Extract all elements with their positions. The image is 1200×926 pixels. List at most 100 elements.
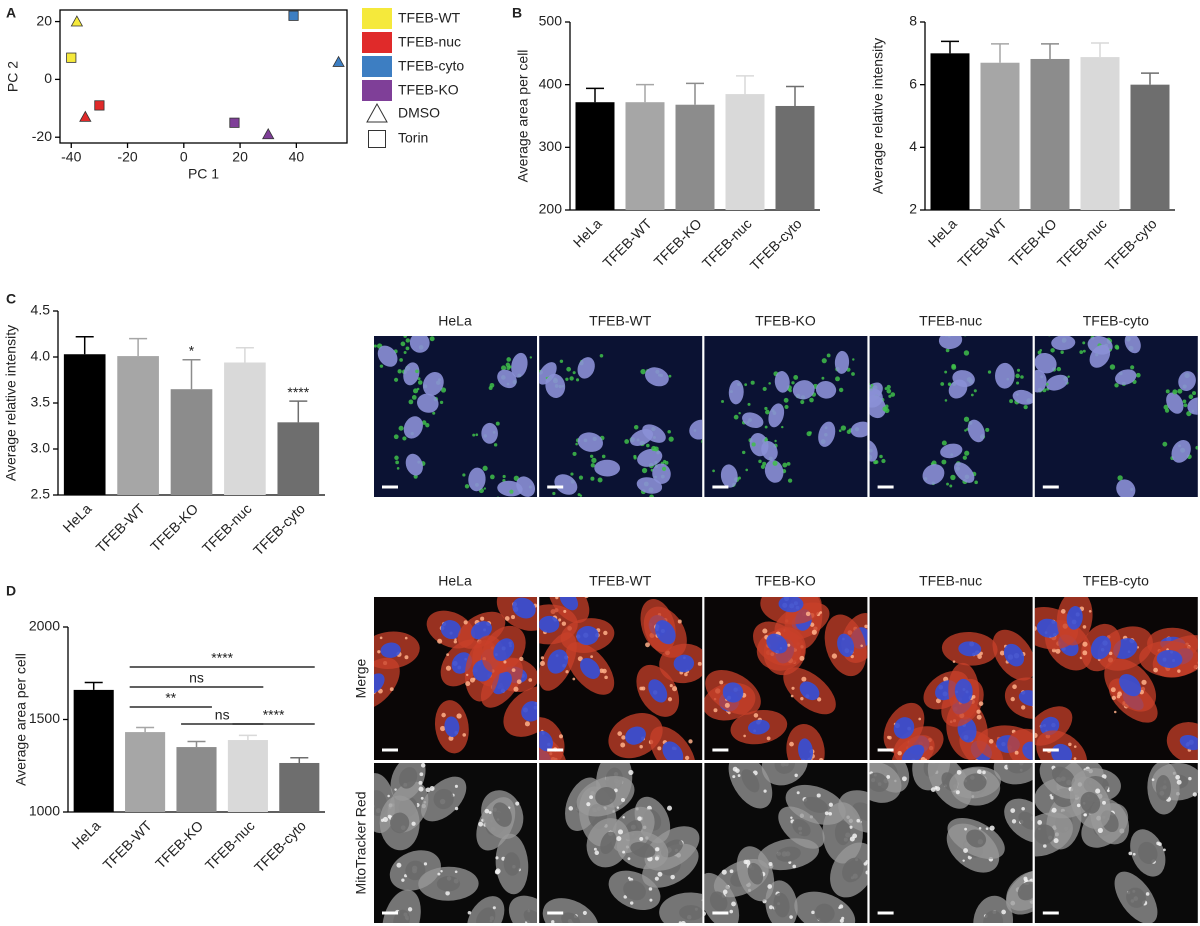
organelle xyxy=(565,670,569,674)
nucleus xyxy=(1046,374,1069,391)
organelle xyxy=(744,383,748,387)
x-tick-label: TFEB-nuc xyxy=(202,817,258,873)
nucleus xyxy=(492,802,512,827)
micrograph-cells xyxy=(712,350,868,488)
organelle xyxy=(509,489,514,494)
organelle xyxy=(819,611,823,614)
nucleus xyxy=(1003,643,1025,667)
bar xyxy=(63,354,106,495)
organelle xyxy=(796,791,800,795)
nucleus xyxy=(938,336,963,350)
organelle xyxy=(590,655,594,659)
organelle xyxy=(811,910,815,915)
organelle xyxy=(654,856,659,861)
y-tick-label: 300 xyxy=(539,138,563,154)
nucleus xyxy=(1116,479,1136,497)
organelle xyxy=(488,811,492,815)
organelle xyxy=(524,721,530,727)
comparison-label: **** xyxy=(211,650,233,666)
organelle xyxy=(1114,710,1117,714)
bar xyxy=(930,53,970,211)
error-bar xyxy=(786,85,804,106)
organelle xyxy=(516,679,522,685)
error-bar xyxy=(686,82,704,105)
organelle xyxy=(440,725,446,732)
panel-letter: D xyxy=(6,583,16,599)
nucleus xyxy=(963,773,987,792)
x-tick-label: TFEB-KO xyxy=(147,500,201,554)
organelle xyxy=(597,477,603,483)
bar xyxy=(575,102,615,210)
organelle xyxy=(478,821,484,827)
bar xyxy=(725,94,765,210)
organelle xyxy=(951,363,956,369)
organelle xyxy=(1132,852,1136,856)
organelle xyxy=(1111,498,1115,502)
organelle xyxy=(944,370,948,374)
organelle xyxy=(879,454,883,459)
nucleus xyxy=(1012,389,1033,405)
organelle xyxy=(1164,408,1170,413)
organelle xyxy=(657,871,663,877)
organelle xyxy=(747,402,751,406)
organelle xyxy=(1073,757,1077,760)
organelle xyxy=(1130,365,1135,370)
organelle xyxy=(515,801,520,806)
organelle xyxy=(627,857,631,861)
organelle xyxy=(399,358,403,362)
organelle xyxy=(738,411,741,415)
bar xyxy=(1130,84,1170,210)
column-label: TFEB-KO xyxy=(755,313,816,329)
organelle xyxy=(1050,348,1055,353)
organelle xyxy=(1060,350,1064,354)
nucleus xyxy=(1089,344,1111,368)
y-tick-label: 4 xyxy=(909,138,917,154)
organelle xyxy=(897,750,902,756)
organelle xyxy=(863,862,868,866)
organelle xyxy=(918,717,922,721)
organelle xyxy=(425,423,430,428)
organelle xyxy=(420,763,426,768)
nucleus xyxy=(1080,791,1101,814)
nucleus xyxy=(773,892,790,918)
organelle xyxy=(789,741,794,747)
organelle xyxy=(1021,705,1026,710)
organelle xyxy=(482,465,488,471)
point xyxy=(262,128,275,140)
organelle xyxy=(604,675,608,680)
organelle xyxy=(667,429,671,434)
organelle xyxy=(838,387,844,393)
nucleus xyxy=(774,371,790,393)
error-bar xyxy=(75,336,94,355)
organelle xyxy=(1117,475,1123,481)
y-tick-label: 1000 xyxy=(29,803,60,819)
organelle xyxy=(506,357,512,362)
organelle xyxy=(437,638,443,644)
nucleus xyxy=(497,369,517,389)
micrograph-cells xyxy=(1034,336,1198,502)
bar xyxy=(125,732,166,812)
nucleus xyxy=(1119,673,1142,697)
organelle xyxy=(1015,381,1020,385)
x-tick-label: TFEB-cyto xyxy=(1102,215,1160,273)
nucleus xyxy=(1090,635,1112,660)
point xyxy=(288,10,299,21)
bar xyxy=(117,356,159,495)
organelle xyxy=(888,735,892,740)
nucleus xyxy=(952,370,975,388)
organelle xyxy=(1015,373,1020,379)
organelle xyxy=(1049,794,1053,797)
organelle xyxy=(396,467,400,470)
nucleus xyxy=(511,352,528,378)
organelle xyxy=(737,774,741,777)
nucleus xyxy=(1036,618,1061,638)
organelle xyxy=(677,619,682,624)
organelle xyxy=(559,591,563,595)
organelle xyxy=(1153,667,1158,673)
organelle xyxy=(1016,368,1021,372)
organelle xyxy=(540,656,545,660)
nucleus xyxy=(776,846,801,862)
x-tick-label: TFEB-KO xyxy=(1006,215,1060,269)
organelle xyxy=(769,905,773,910)
